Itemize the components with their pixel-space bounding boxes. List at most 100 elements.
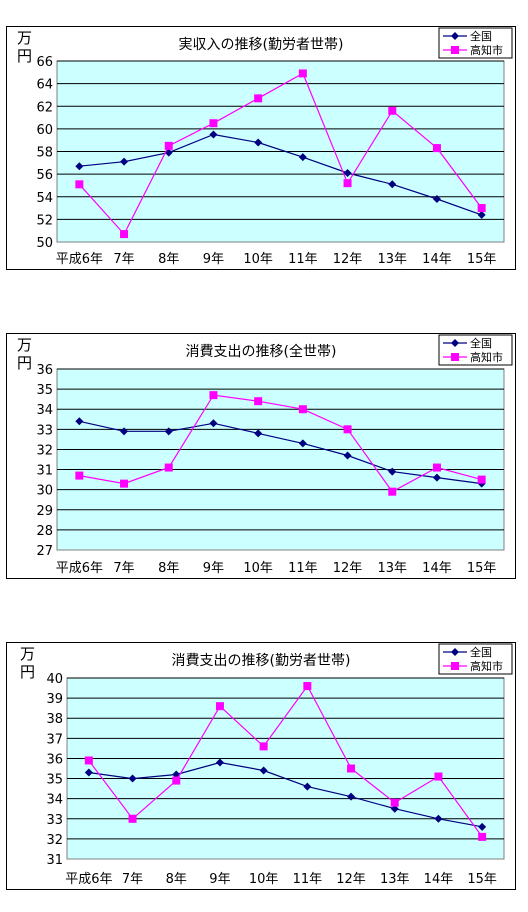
y-tick-label: 30	[36, 484, 53, 499]
data-point-national	[259, 766, 268, 775]
y-tick-label: 34	[46, 793, 63, 808]
y-tick-label: 66	[36, 55, 53, 70]
y-tick-label: 58	[36, 146, 53, 161]
y-tick-label: 32	[46, 833, 63, 848]
y-tick-label: 56	[36, 168, 53, 183]
x-tick-label: 7年	[113, 252, 134, 267]
x-tick-label: 11年	[293, 872, 323, 887]
data-point-national	[432, 195, 441, 204]
data-point-kochi	[388, 106, 397, 115]
y-axis-unit: 万円	[20, 645, 35, 681]
y-axis-unit-char: 円	[17, 47, 32, 65]
data-point-kochi	[254, 94, 263, 103]
data-point-kochi	[164, 463, 173, 472]
chart-consumption-all: 27 28 29 30 31 32 33 34 35 36 平成6年 7年 8年 9年 10年 11年 12年 1…	[17, 334, 513, 576]
data-point-national	[75, 417, 84, 426]
x-tick-label: 12年	[333, 561, 363, 576]
y-tick-label: 33	[46, 813, 63, 828]
y-tick-label: 36	[36, 363, 53, 378]
data-point-national	[254, 429, 263, 438]
chart-consumption-worker: 31 32 33 34 35 36 37 38 39 40 平成6年 7年 8年 9年 10年 11年 12年 1…	[20, 643, 513, 887]
x-tick-label: 10年	[243, 252, 273, 267]
data-point-national	[75, 162, 84, 171]
x-tick-label: 12年	[336, 872, 366, 887]
data-point-national	[478, 822, 487, 831]
y-tick-label: 36	[46, 752, 63, 767]
series-line	[88, 761, 483, 828]
x-tick-label: 13年	[377, 561, 407, 576]
data-point-kochi	[120, 479, 129, 488]
x-tick-label: 15年	[467, 561, 497, 576]
legend-marker-kochi	[451, 46, 459, 54]
x-tick-label: 8年	[158, 561, 179, 576]
legend-label: 高知市	[470, 350, 503, 364]
y-tick-label: 35	[36, 383, 53, 398]
chart-panel-3: 31 32 33 34 35 36 37 38 39 40 平成6年 7年 8年 9年 10年 11年 12年 1…	[6, 642, 516, 890]
data-point-national	[120, 157, 129, 166]
data-point-kochi	[215, 702, 224, 711]
chart-panel-2: 27 28 29 30 31 32 33 34 35 36 平成6年 7年 8年 9年 10年 11年 12年 1…	[6, 333, 516, 579]
y-axis-unit: 万円	[17, 336, 32, 372]
y-tick-label: 60	[36, 123, 53, 138]
x-tick-label: 平成6年	[56, 252, 103, 267]
y-axis-unit-char: 円	[17, 354, 32, 372]
data-point-national	[388, 180, 397, 189]
plot-area	[56, 368, 505, 551]
x-tick-label: 11年	[288, 561, 318, 576]
series-line	[79, 394, 482, 493]
data-point-national	[434, 814, 443, 823]
data-point-national	[347, 792, 356, 801]
y-tick-label: 39	[46, 692, 63, 707]
data-point-kochi	[75, 471, 84, 480]
data-point-kochi	[478, 832, 487, 841]
data-point-national	[477, 210, 486, 219]
data-point-kochi	[164, 141, 173, 150]
x-tick-label: 平成6年	[56, 561, 103, 576]
x-tick-label: 14年	[424, 872, 454, 887]
data-point-kochi	[254, 397, 263, 406]
data-point-kochi	[434, 772, 443, 781]
y-tick-label: 32	[36, 443, 53, 458]
x-tick-label: 14年	[422, 252, 452, 267]
y-tick-label: 31	[36, 464, 53, 479]
data-point-kochi	[120, 230, 129, 239]
x-tick-label: 15年	[467, 252, 497, 267]
data-point-national	[209, 130, 218, 139]
y-tick-label: 34	[36, 403, 53, 418]
data-point-national	[128, 774, 137, 783]
x-tick-label: 9年	[203, 561, 224, 576]
x-tick-label: 7年	[113, 561, 134, 576]
y-axis-unit-char: 万	[17, 336, 32, 354]
x-tick-label: 12年	[333, 252, 363, 267]
chart-panel-1: 50 52 54 56 58 60 62 64 66 平成6年 7年 8年 9年 10年 11年 12年 13年…	[6, 26, 516, 270]
data-point-kochi	[388, 487, 397, 496]
legend-label: 全国	[470, 336, 492, 350]
legend-label: 全国	[470, 29, 492, 43]
y-tick-label: 40	[46, 672, 63, 687]
x-tick-label: 9年	[203, 252, 224, 267]
data-point-kochi	[128, 814, 137, 823]
legend-marker-national	[451, 648, 459, 656]
series-line	[79, 420, 482, 485]
x-tick-label: 10年	[243, 561, 273, 576]
x-tick-label: 13年	[380, 872, 410, 887]
y-tick-label: 50	[36, 236, 53, 251]
y-tick-label: 64	[36, 78, 53, 93]
series-line	[88, 684, 483, 838]
x-tick-label: 15年	[467, 872, 497, 887]
data-point-national	[164, 427, 173, 436]
data-point-national	[84, 768, 93, 777]
legend-marker-national	[451, 32, 459, 40]
data-point-kochi	[84, 756, 93, 765]
y-axis-unit-char: 万	[17, 29, 32, 47]
data-point-kochi	[259, 742, 268, 751]
y-tick-label: 52	[36, 213, 53, 228]
data-point-kochi	[477, 204, 486, 213]
x-tick-label: 平成6年	[65, 872, 112, 887]
x-tick-label: 10年	[249, 872, 279, 887]
y-tick-label: 35	[46, 773, 63, 788]
y-tick-label: 29	[36, 504, 53, 519]
y-tick-label: 27	[36, 544, 53, 559]
data-point-kochi	[477, 475, 486, 484]
